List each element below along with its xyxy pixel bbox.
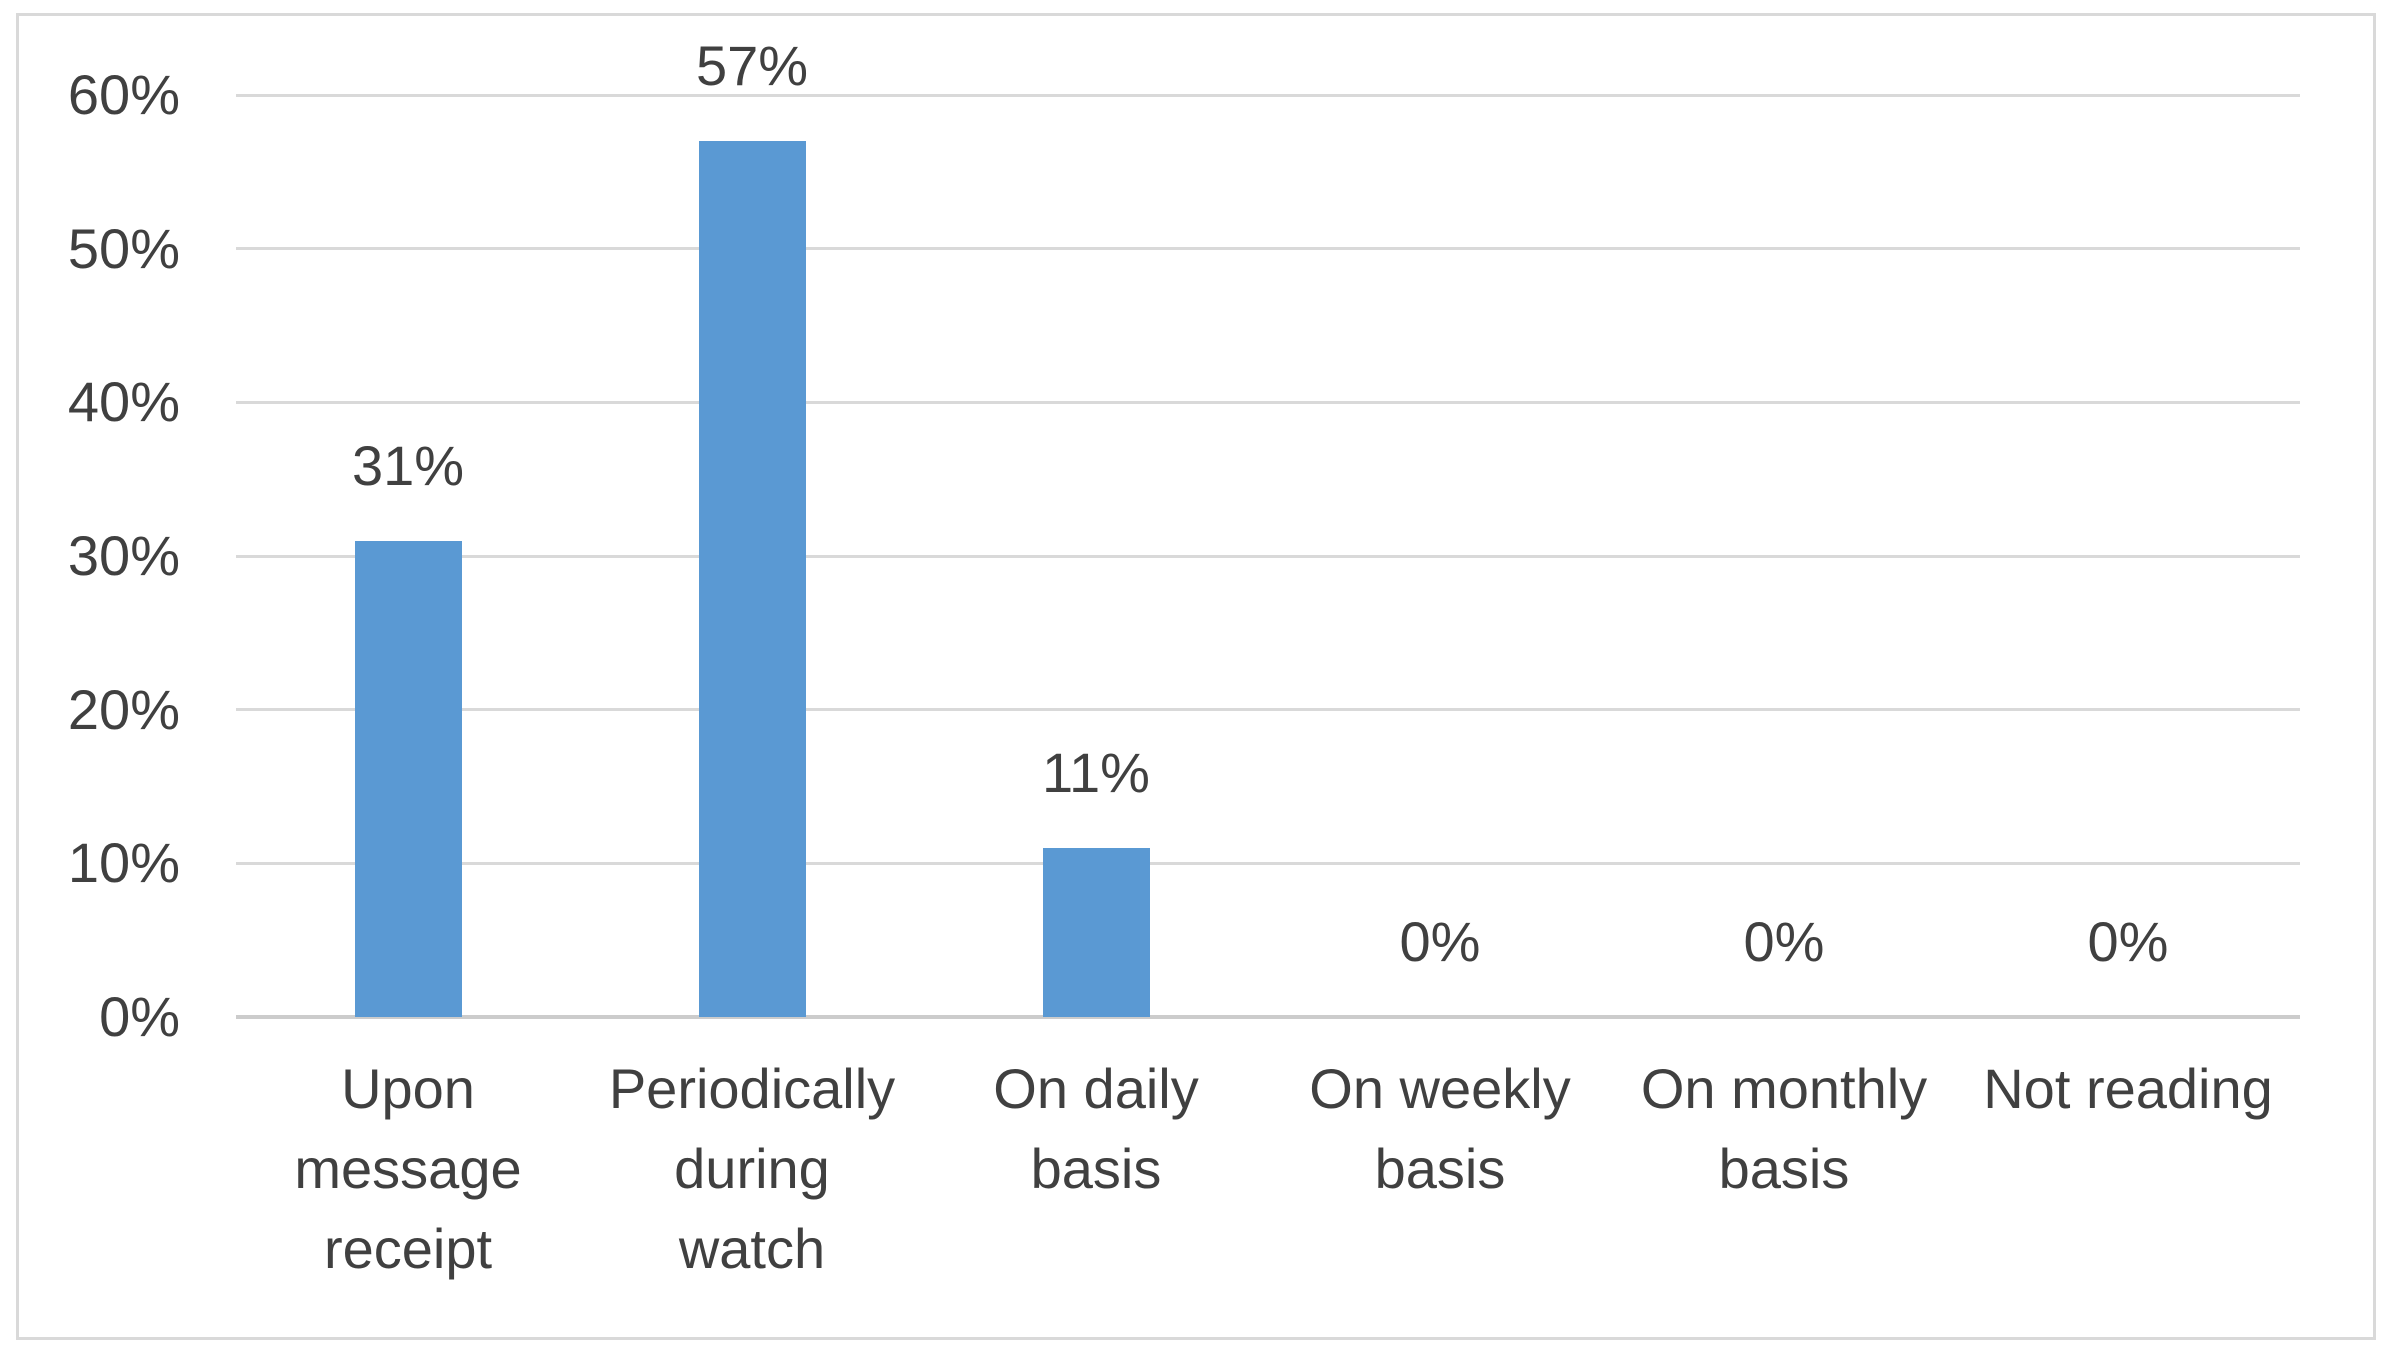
y-tick-label-30: 30% bbox=[67, 524, 180, 587]
data-label-6: 0% bbox=[2087, 910, 2169, 973]
gridline-20 bbox=[236, 708, 2300, 712]
gridline-40 bbox=[236, 400, 2300, 404]
bar-3 bbox=[1042, 847, 1150, 1017]
bar-chart-figure: 60% 50% 40% 30% 20% 10% 0% 31% 57% 11% 0% 0% 0% Upo… bbox=[16, 13, 2376, 1340]
plot-area: 31% 57% 11% 0% 0% 0% bbox=[236, 35, 2300, 1019]
data-label-5: 0% bbox=[1743, 910, 1825, 973]
y-tick-label-20: 20% bbox=[67, 677, 180, 741]
category-label-4: On weekly basis bbox=[1309, 1057, 1571, 1200]
category-label-6: Not reading bbox=[1983, 1057, 2273, 1120]
gridline-60 bbox=[236, 93, 2300, 97]
bar-2 bbox=[698, 141, 806, 1017]
category-label-3: On daily basis bbox=[993, 1057, 1199, 1200]
category-label-2: Periodically during watch bbox=[608, 1057, 896, 1280]
category-label-1: Upon message receipt bbox=[294, 1057, 522, 1280]
y-axis: 60% 50% 40% 30% 20% 10% 0% bbox=[19, 16, 236, 1337]
y-tick-label-10: 10% bbox=[67, 831, 180, 895]
gridline-30 bbox=[236, 554, 2300, 558]
y-tick-label-40: 40% bbox=[67, 370, 180, 434]
data-label-3: 11% bbox=[1042, 740, 1150, 804]
y-tick-label-0: 0% bbox=[99, 985, 180, 1048]
x-axis: Upon message receipt Periodically during … bbox=[236, 1049, 2300, 1329]
bar-1 bbox=[354, 540, 462, 1017]
data-label-4: 0% bbox=[1399, 910, 1481, 973]
y-tick-label-50: 50% bbox=[67, 216, 180, 280]
x-axis-baseline bbox=[236, 1015, 2300, 1019]
category-label-5: On monthly basis bbox=[1640, 1057, 1928, 1200]
data-label-2: 57% bbox=[695, 34, 809, 98]
y-tick-label-60: 60% bbox=[67, 63, 180, 126]
gridline-10 bbox=[236, 861, 2300, 865]
data-label-1: 31% bbox=[351, 433, 465, 497]
gridline-50 bbox=[236, 247, 2300, 251]
